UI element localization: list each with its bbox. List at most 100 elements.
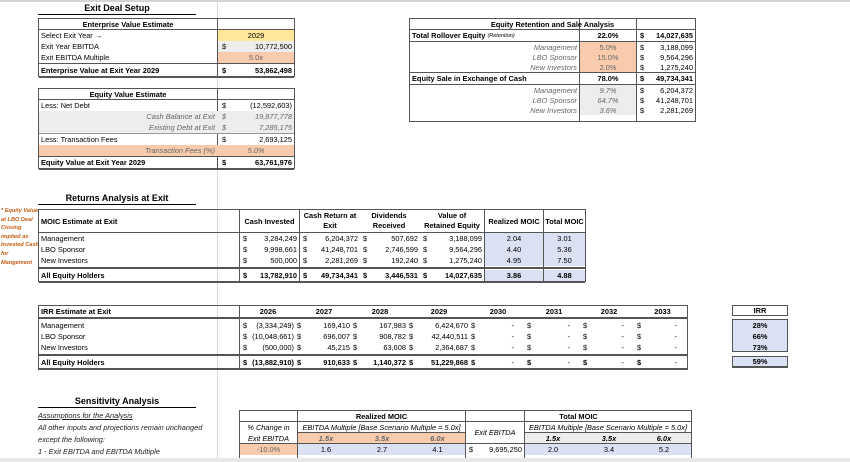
sale-pct: 78.0% [597,74,619,83]
moic-row-sponsor: LBO Sponsor $9,998,661 $41,248,701 $2,74… [39,244,585,255]
equity-row-label: Existing Debt at Exit [148,123,215,132]
realized-multiple-input[interactable]: 1.5x [298,433,354,443]
horizontal-scrollbar[interactable] [0,458,850,462]
cashflow-cell: $ - [471,332,514,341]
total-multiple: 6.0x [637,433,691,443]
sale-label: Equity Sale in Exchange of Cash [412,74,527,83]
realized-moic-cell: 4.40 [485,244,543,255]
ev-header: Enterprise Value Estimate [82,19,174,29]
cashflow-cell: $ - [583,321,624,330]
rollover-row-value: $9,564,296 [640,52,693,62]
equity-row-label: Cash Balance at Exit [146,112,215,121]
cashflow-cell: $ - [637,332,677,341]
fee-pct-input[interactable]: 5.0% [247,146,265,155]
moic-table: MOIC Estimate at Exit Cash Invested Cash… [38,209,586,283]
rollover-pct-input[interactable]: 2.0% [580,62,636,72]
sale-row-management: Management 9.7% $6,204,372 [410,85,695,95]
year-header: 2030 [489,307,507,316]
ev-estimate-table: Enterprise Value Estimate Select Exit Ye… [38,18,295,78]
cashflow-cell: $ - [471,321,514,330]
irr-total-row: All Equity Holders $ (13,882,910) $910,63… [39,357,687,368]
cashflow-cell: $ (3,334,249) [243,321,294,330]
col-realized-moic: Realized MOIC [488,216,540,226]
moic-header-row: MOIC Estimate at Exit Cash Invested Cash… [39,210,585,232]
ev-total-value: $ 53,862,498 [222,65,292,75]
assumptions-line: 1 - Exit EBITDA and EBITDA Multiple [38,447,160,456]
cashflow-cell: $ - [637,321,677,330]
year-header: 2029 [430,307,448,316]
retention-header: Equity Retention and Sale Analysis [490,19,615,29]
cashflow-total: $ - [471,358,514,367]
cashflow-cell: $ (10,048,661) [243,332,294,341]
pct-change-input[interactable]: -10.0% [240,444,297,455]
realized-multiple-input[interactable]: 3.5x [354,433,410,443]
ev-row-multiple[interactable]: Exit EBITDA Multiple 5.0x [39,52,294,63]
dividends-cell: $507,692 [363,234,418,243]
sale-row-value: $41,248,701 [640,95,693,105]
year-header: 2028 [371,307,389,316]
existing-debt-value: $ 7,285,175 [222,123,292,132]
exit-deal-setup-title: Exit Deal Setup [38,3,196,15]
rollover-pct-input[interactable]: 5.0% [580,42,636,52]
rollover-row-management: Management 5.0% $3,188,099 [410,42,695,52]
irr-row-investors: New Investors $ (500,000) $45,215 $63,608… [39,342,687,353]
exit-year-select[interactable]: 2029 [218,30,294,41]
year-header: 2026 [259,307,277,316]
ev-row-total: Enterprise Value at Exit Year 2029 $ 53,… [39,64,294,76]
equity-row-label: Less: Transaction Fees [41,135,118,144]
cashflow-total: $910,633 [297,358,350,367]
net-debt-value: $ (12,592,603) [222,101,292,110]
year-header: 2032 [600,307,618,316]
cashflow-cell: $ - [527,343,570,352]
cash-return-cell: $41,248,701 [303,245,358,254]
dividends-cell: $2,746,599 [363,245,418,254]
equity-row-cash: Cash Balance at Exit $ 19,877,778 [39,111,294,122]
moic-row-label: Management [41,234,85,243]
cash-invested-cell: $9,998,661 [243,245,297,254]
equity-row-label: Transaction Fees (%) [144,146,215,155]
equity-row-fees: Less: Transaction Fees $ 2,693,125 [39,134,294,145]
exit-multiple-input[interactable]: 5.0x [218,52,294,63]
cashflow-cell: $63,608 [353,343,406,352]
total-moic-total: 4.88 [544,270,585,281]
irr-table: IRR Estimate at Exit 2026 2027 2028 2029… [38,305,688,370]
cashflow-cell: $696,007 [297,332,350,341]
moic-row-label: New Investors [41,256,88,265]
sale-row-sponsor: LBO Sponsor 64.7% $41,248,701 [410,95,695,105]
rollover-pct-input[interactable]: 15.0% [580,52,636,62]
col-retained: Value of Retained Equity [424,211,480,230]
realized-moic-cell: 2.04 [485,233,543,244]
irr-row-label: Management [41,321,85,330]
total-moic-cell: 3.01 [544,233,585,244]
exit-ebitda-cell: $9,695,250 [469,445,522,454]
equity-header: Equity Value Estimate [89,89,167,99]
irr-row-management: Management $ (3,334,249) $169,410 $167,98… [39,320,687,331]
total-multiple: 1.5x [525,433,581,443]
cashflow-cell: $42,440,511 [409,332,468,341]
cash-invested-cell: $500,000 [243,256,297,265]
irr-result-total: 59% [732,356,788,368]
rollover-row-sponsor: LBO Sponsor 15.0% $9,564,296 [410,52,695,62]
sale-row-pct: 9.7% [580,85,636,95]
moic-row-investors: New Investors $500,000 $2,281,269 $192,2… [39,255,585,266]
realized-multiple-input[interactable]: 6.0x [410,433,465,443]
rollover-value: $ 14,027,635 [640,31,693,40]
cashflow-cell: $ - [527,321,570,330]
irr-column-header: IRR [753,306,767,315]
total-moic-cell: 3.4 [581,444,637,455]
sale-row-label: Management [533,85,577,95]
retained-total: $14,027,635 [423,271,482,280]
equity-row-net-debt: Less: Net Debt $ (12,592,603) [39,100,294,111]
year-header: 2027 [315,307,333,316]
ev-header-row: Enterprise Value Estimate [39,19,294,29]
ev-row-exit-year[interactable]: Select Exit Year → 2029 [39,30,294,41]
equity-total-value: $ 63,761,976 [222,158,292,167]
total-multiple-label: EBITDA Multiple [Base Scenario Multiple … [528,422,688,432]
cashflow-cell: $2,364,687 [409,343,468,352]
irr-row-label: LBO Sponsor [41,332,86,341]
rollover-row-label: LBO Sponsor [532,52,577,62]
equity-row-fee-pct[interactable]: Transaction Fees (%) 5.0% [39,145,294,156]
equity-row-total: Equity Value at Exit Year 2029 $ 63,761,… [39,157,294,168]
sale-row-label: LBO Sponsor [532,95,577,105]
irr-header: IRR Estimate at Exit [41,307,111,316]
